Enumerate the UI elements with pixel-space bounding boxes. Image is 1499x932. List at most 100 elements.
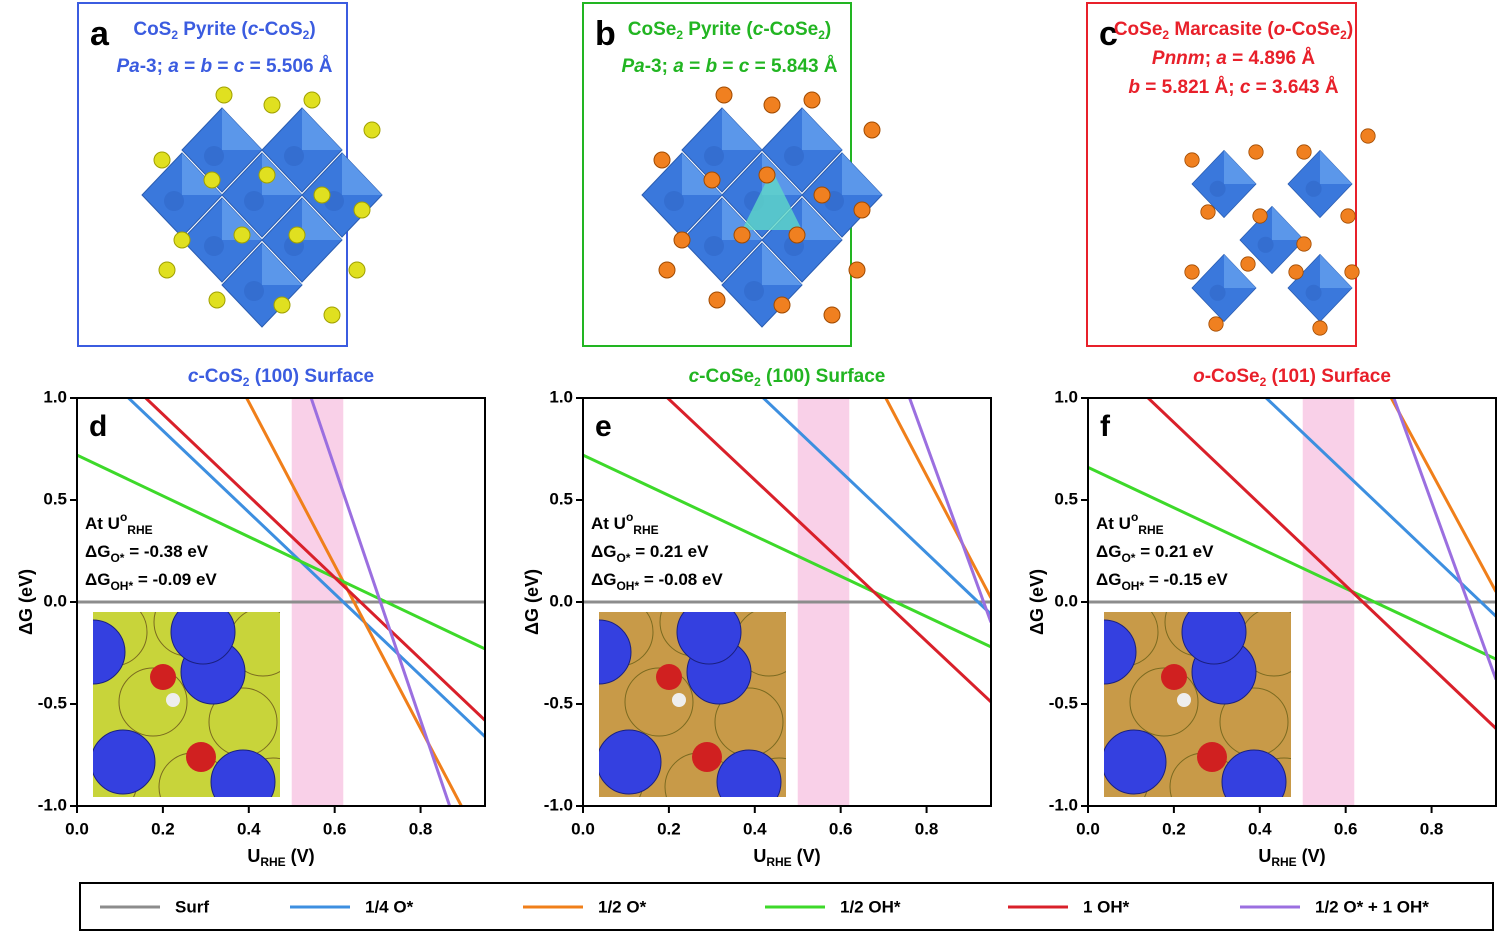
atom: [672, 693, 686, 707]
y-tick-label: 0.0: [1054, 591, 1078, 610]
x-tick-label: 0.4: [237, 819, 261, 838]
text-part: o: [1274, 19, 1286, 40]
x-tick-label: 0.2: [151, 819, 175, 838]
text-part: RHE: [1271, 855, 1296, 869]
chart-title: c-CoS2 (100) Surface: [188, 366, 374, 389]
text-part: a: [673, 56, 684, 77]
text-part: = 5.821 Å;: [1140, 77, 1240, 98]
panel-letter: b: [595, 15, 616, 53]
annotation: ΔGOH* = -0.15 eV: [1096, 570, 1228, 593]
text-part: (100) Surface: [761, 366, 886, 387]
text-part: RHE: [633, 523, 658, 537]
x-axis-label: URHE (V): [247, 846, 314, 869]
series-line: [143, 398, 485, 722]
legend-item: 1/2 O* + 1 OH*: [1240, 897, 1429, 916]
text-part: 2: [818, 28, 825, 42]
annotation: ΔGO* = -0.38 eV: [85, 542, 209, 565]
legend-label: 1/2 OH*: [840, 897, 901, 916]
atom: [716, 749, 782, 797]
legend-item: 1/2 O*: [523, 897, 647, 916]
atom: [1177, 693, 1191, 707]
text-part: = 5.506 Å: [244, 56, 332, 77]
text-part: = 0.21 eV: [630, 542, 709, 561]
series-line: [309, 398, 452, 806]
series-line: [761, 398, 991, 616]
text-part: ): [1347, 19, 1353, 40]
series-line: [1264, 398, 1496, 618]
panel-letter: c: [1099, 15, 1118, 53]
text-part: c: [248, 19, 259, 40]
legend-item: Surf: [100, 897, 209, 916]
annotation: ΔGOH* = -0.09 eV: [85, 570, 217, 593]
panel-box: [1086, 2, 1357, 347]
text-part: a: [1216, 48, 1227, 69]
panel-text: Pa-3; a = b = c = 5.843 Å: [621, 56, 837, 77]
atom: [656, 664, 682, 690]
text-part: o: [120, 510, 127, 524]
text-part: -CoSe: [699, 366, 754, 387]
text-part: c: [188, 366, 199, 387]
atom: [93, 729, 156, 795]
text-part: ΔG: [85, 542, 110, 561]
text-part: = 0.21 eV: [1135, 542, 1214, 561]
legend-label: 1/2 O* + 1 OH*: [1315, 897, 1429, 916]
x-tick-label: 0.8: [1420, 819, 1444, 838]
text-part: = -0.08 eV: [639, 570, 723, 589]
text-part: 2: [1260, 375, 1267, 389]
text-part: ΔG: [591, 542, 616, 561]
series-line: [77, 453, 485, 651]
atom: [186, 742, 216, 772]
text-part: OH*: [1121, 579, 1144, 593]
text-part: Pyrite (: [178, 19, 248, 40]
y-tick-label: 0.5: [1054, 489, 1078, 508]
text-part: RHE: [766, 855, 791, 869]
series-line: [244, 398, 464, 806]
series-line: [884, 398, 991, 599]
y-tick-label: 0.0: [43, 591, 67, 610]
annotation: ΔGO* = 0.21 eV: [1096, 542, 1214, 565]
x-tick-label: 0.6: [1334, 819, 1358, 838]
text-part: =: [684, 56, 706, 77]
y-tick-label: 0.5: [549, 489, 573, 508]
y-axis-label: ΔG (eV): [1027, 569, 1047, 635]
y-tick-label: -1.0: [1049, 795, 1078, 814]
x-tick-label: 0.0: [1076, 819, 1100, 838]
atom: [1221, 749, 1287, 797]
text-part: =: [212, 56, 234, 77]
text-part: c: [1240, 77, 1251, 98]
text-part: Pnnm: [1152, 48, 1205, 69]
text-part: a: [168, 56, 179, 77]
series-line: [1389, 398, 1496, 593]
text-part: (V): [792, 846, 821, 866]
series-line: [1088, 466, 1496, 661]
text-part: O*: [616, 551, 630, 565]
x-tick-label: 0.0: [65, 819, 89, 838]
text-part: RHE: [1138, 523, 1163, 537]
legend-label: Surf: [175, 897, 209, 916]
panel-text: CoSe2 Marcasite (o-CoSe2): [1114, 19, 1353, 42]
y-tick-label: -0.5: [1049, 693, 1078, 712]
chart-title: c-CoSe2 (100) Surface: [689, 366, 886, 389]
series-line: [1392, 398, 1496, 681]
text-part: 2: [676, 28, 683, 42]
series-line: [126, 398, 485, 738]
text-part: -CoSe: [1205, 366, 1260, 387]
y-tick-label: 1.0: [549, 387, 573, 406]
text-part: Pa: [116, 56, 140, 77]
series-line: [907, 398, 991, 623]
text-part: At U: [591, 514, 626, 533]
text-part: Marcasite (: [1169, 19, 1274, 40]
text-part: OH*: [110, 579, 133, 593]
text-part: U: [247, 846, 260, 866]
text-part: o: [626, 510, 633, 524]
y-tick-label: 1.0: [1054, 387, 1078, 406]
text-part: CoSe: [1114, 19, 1163, 40]
text-part: ΔG: [1096, 570, 1121, 589]
atom: [692, 742, 722, 772]
text-part: O*: [110, 551, 124, 565]
text-part: -CoS: [198, 366, 242, 387]
text-part: (V): [1297, 846, 1326, 866]
x-axis-label: URHE (V): [1258, 846, 1325, 869]
text-part: = -0.09 eV: [133, 570, 217, 589]
